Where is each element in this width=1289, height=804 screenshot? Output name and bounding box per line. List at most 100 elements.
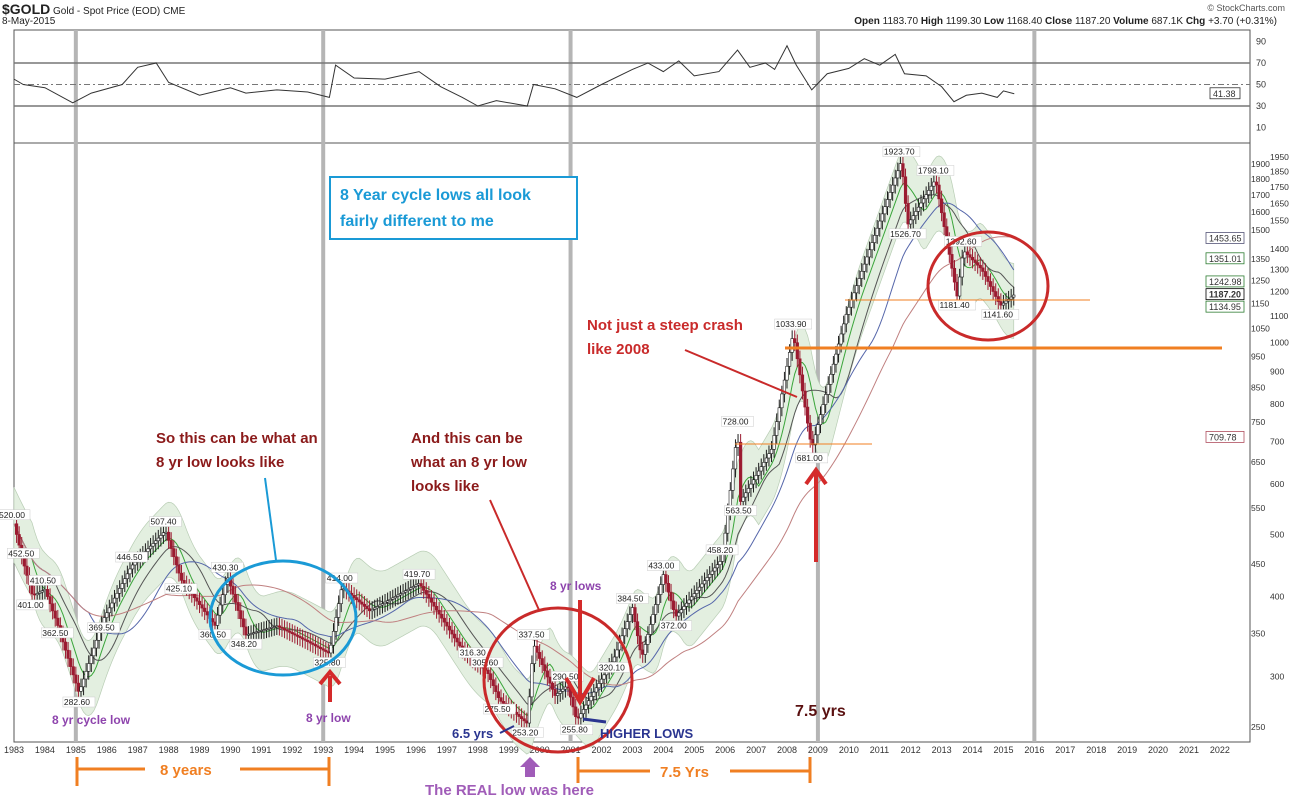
- value-tag-box: [1205, 232, 1245, 244]
- symbol: $GOLD: [2, 1, 51, 17]
- candle-body: [383, 601, 387, 604]
- candle-body: [584, 704, 588, 710]
- ohlc-readout: Open 1183.70 High 1199.30 Low 1168.40 Cl…: [854, 16, 1277, 27]
- candle-body: [702, 580, 707, 585]
- red-circle-2014: [926, 230, 1050, 342]
- candle-body: [244, 626, 248, 636]
- candle-body: [674, 609, 678, 617]
- price-label: 316.30: [460, 648, 486, 658]
- price-label-box: [0, 509, 31, 521]
- candle-body: [406, 588, 410, 591]
- candle-body: [991, 286, 995, 292]
- candle-body: [862, 263, 866, 272]
- candle-body: [241, 618, 245, 628]
- price-label-box: [483, 703, 516, 715]
- higher-lows-line: [582, 717, 607, 724]
- year-axis-tick: 2008: [777, 745, 797, 755]
- candle-body: [398, 593, 403, 596]
- price-label: 458.20: [707, 545, 733, 555]
- source-credit: © StockCharts.com: [1207, 3, 1285, 13]
- candle-body: [976, 262, 980, 266]
- candle-body: [38, 591, 42, 594]
- price-label: 337.50: [518, 630, 544, 640]
- candle-body: [677, 612, 681, 617]
- candle-body: [362, 603, 367, 607]
- candle-body: [84, 670, 88, 680]
- price-label-box: [229, 638, 263, 650]
- annotation-and-line2: what an 8 yr low: [410, 454, 527, 471]
- price-axis-tick: 1350: [1251, 254, 1270, 264]
- blue-pointer-line: [264, 477, 277, 561]
- price-label: 1033.90: [776, 319, 807, 329]
- value-tag-box: [1205, 275, 1245, 288]
- candle-body: [267, 627, 271, 630]
- candle-body: [602, 674, 606, 680]
- candle-body: [623, 628, 627, 637]
- candle-body: [795, 342, 799, 360]
- candle-body: [576, 716, 580, 719]
- year-axis-tick: 2005: [684, 745, 704, 755]
- candle-body: [999, 301, 1003, 306]
- candle-body: [321, 648, 325, 651]
- candle-body: [308, 641, 312, 644]
- year-axis-tick: 1990: [220, 745, 240, 755]
- candle-body: [71, 666, 75, 676]
- down-arrow-2001: [564, 600, 596, 706]
- candle-body: [414, 584, 418, 587]
- candle-body: [847, 306, 851, 315]
- price-axis-tick: 1000: [1270, 337, 1289, 347]
- candle-body: [705, 577, 709, 582]
- candle-body: [434, 605, 439, 611]
- candle-body: [865, 256, 869, 265]
- annotation-8yr-lows: 8 yr lows: [550, 579, 602, 593]
- candle-body: [939, 198, 944, 214]
- candle-body: [878, 220, 882, 229]
- candle-body: [370, 609, 374, 612]
- candle-body: [630, 607, 634, 615]
- price-label: 681.00: [797, 453, 823, 463]
- candle-body: [107, 607, 111, 614]
- price-label: 430.30: [212, 562, 238, 572]
- year-axis-tick: 2017: [1055, 745, 1075, 755]
- candle-body: [334, 617, 338, 632]
- candle-body: [429, 598, 434, 603]
- candle-body: [215, 614, 220, 626]
- price-axis-tick: 1300: [1270, 264, 1289, 274]
- candle-body: [249, 633, 253, 635]
- price-label: 1526.70: [890, 229, 921, 239]
- year-axis-tick: 2013: [932, 745, 952, 755]
- close-label: Close: [1044, 16, 1073, 27]
- candle-body: [25, 565, 29, 576]
- candle-body: [195, 597, 199, 602]
- candle-body: [89, 655, 93, 664]
- red-pointer-line: [489, 499, 540, 611]
- candle-body: [133, 561, 137, 566]
- candle-body: [816, 424, 820, 436]
- candle-body: [592, 691, 596, 697]
- candle-body: [821, 404, 825, 415]
- price-label: 1798.10: [918, 165, 949, 175]
- red-circle-2001: [482, 606, 634, 754]
- candle-body: [393, 596, 397, 599]
- candle-body: [635, 621, 640, 637]
- rsi-tick: 10: [1256, 123, 1266, 133]
- candle-body: [653, 604, 658, 615]
- year-axis-tick: 1984: [35, 745, 55, 755]
- price-label: 1392.60: [946, 236, 977, 246]
- price-axis-tick: 1150: [1251, 298, 1270, 308]
- candle-body: [494, 685, 498, 692]
- candle-body: [854, 285, 859, 294]
- value-tag: 1134.95: [1209, 302, 1241, 312]
- candle-body: [659, 584, 663, 595]
- candle-body: [411, 586, 415, 589]
- candle-body: [808, 422, 812, 440]
- candle-body: [272, 626, 276, 628]
- price-label: 282.60: [64, 697, 90, 707]
- annotation-7-5-yrs: 7.5 yrs: [795, 703, 846, 720]
- navy-slash: [499, 725, 515, 734]
- candle-body: [517, 714, 521, 717]
- candle-body: [679, 609, 683, 614]
- candle-body: [981, 267, 985, 272]
- price-label-box: [16, 599, 49, 611]
- candle-body: [934, 181, 939, 186]
